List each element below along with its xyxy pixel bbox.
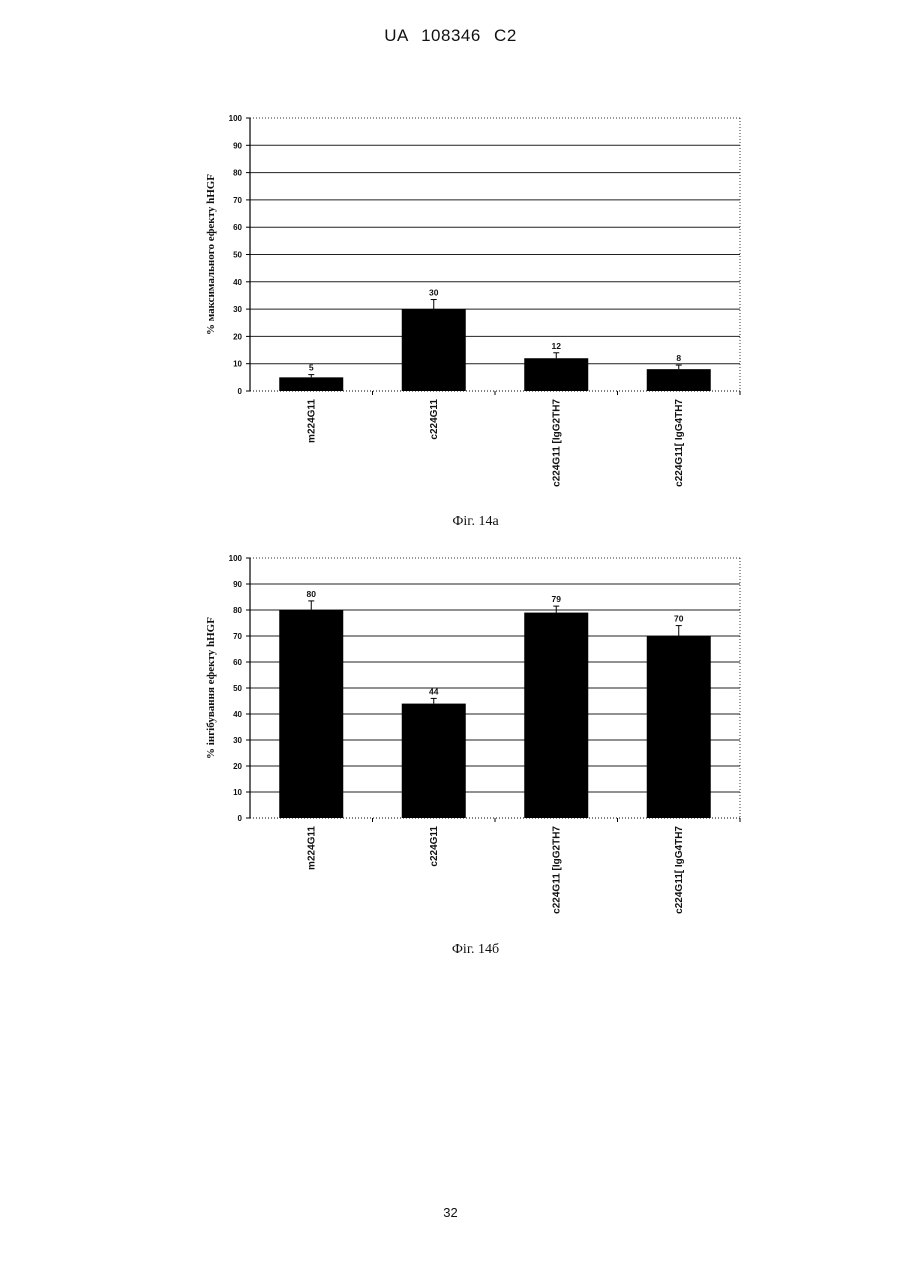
y-tick-label: 30: [233, 305, 242, 314]
y-tick-label: 80: [233, 169, 242, 178]
bar-2: [402, 704, 466, 818]
y-axis-label: % інгібування ефекту hHGF: [205, 617, 217, 759]
figure-14a-caption: Фіг. 14а: [25, 514, 901, 530]
y-tick-label: 20: [233, 332, 242, 341]
y-tick-label: 50: [233, 251, 242, 260]
bar-3: [524, 613, 588, 818]
y-tick-label: 60: [233, 658, 242, 667]
category-label-3: c224G11 [IgG2TH7: [551, 826, 562, 914]
data-label-4: 8: [676, 353, 681, 363]
y-tick-label: 80: [233, 606, 242, 615]
y-tick-label: 90: [233, 580, 242, 589]
data-label-2: 44: [429, 686, 439, 696]
y-tick-label: 30: [233, 736, 242, 745]
y-axis-label: % максимального ефекту hHGF: [205, 174, 217, 335]
figure-14b-caption: Фіг. 14б: [25, 942, 901, 958]
y-tick-label: 90: [233, 141, 242, 150]
bar-3: [524, 358, 588, 391]
category-label-2: c224G11: [429, 399, 440, 440]
y-tick-label: 20: [233, 762, 242, 771]
document-header: UA 108346 C2: [0, 26, 901, 46]
bar-4: [647, 369, 711, 391]
page-number: 32: [0, 1205, 901, 1220]
category-label-2: c224G11: [429, 826, 440, 867]
bar-4: [647, 636, 711, 818]
data-label-3: 12: [552, 341, 562, 351]
data-label-1: 80: [307, 589, 317, 599]
category-label-1: m224G11: [306, 826, 317, 870]
data-label-1: 5: [309, 363, 314, 373]
y-tick-label: 0: [238, 814, 243, 823]
data-label-3: 79: [552, 594, 562, 604]
y-tick-label: 0: [238, 387, 243, 396]
data-label-4: 70: [674, 614, 684, 624]
y-tick-label: 100: [229, 114, 243, 123]
y-tick-label: 70: [233, 632, 242, 641]
y-tick-label: 10: [233, 360, 242, 369]
y-tick-label: 100: [229, 554, 243, 563]
category-label-4: c224G11[ IgG4TH7: [674, 826, 685, 914]
category-label-4: c224G11[ IgG4TH7: [674, 399, 685, 487]
data-label-2: 30: [429, 288, 439, 298]
y-tick-label: 70: [233, 196, 242, 205]
bar-1: [279, 610, 343, 818]
y-tick-label: 40: [233, 710, 242, 719]
y-tick-label: 50: [233, 684, 242, 693]
y-tick-label: 40: [233, 278, 242, 287]
bar-2: [402, 309, 466, 391]
bar-1: [279, 377, 343, 391]
figure-14b-chart: 0 10 20 30 40 50 60 70 80 90 100 % інгібування ефек…: [0, 545, 901, 935]
figure-14a-chart: 0 10 20 30 40 50 60 70 80 90 100 % максимального еф…: [0, 100, 901, 510]
y-tick-label: 10: [233, 788, 242, 797]
category-label-3: c224G11 [IgG2TH7: [551, 399, 562, 487]
y-tick-label: 60: [233, 223, 242, 232]
category-label-1: m224G11: [306, 399, 317, 443]
